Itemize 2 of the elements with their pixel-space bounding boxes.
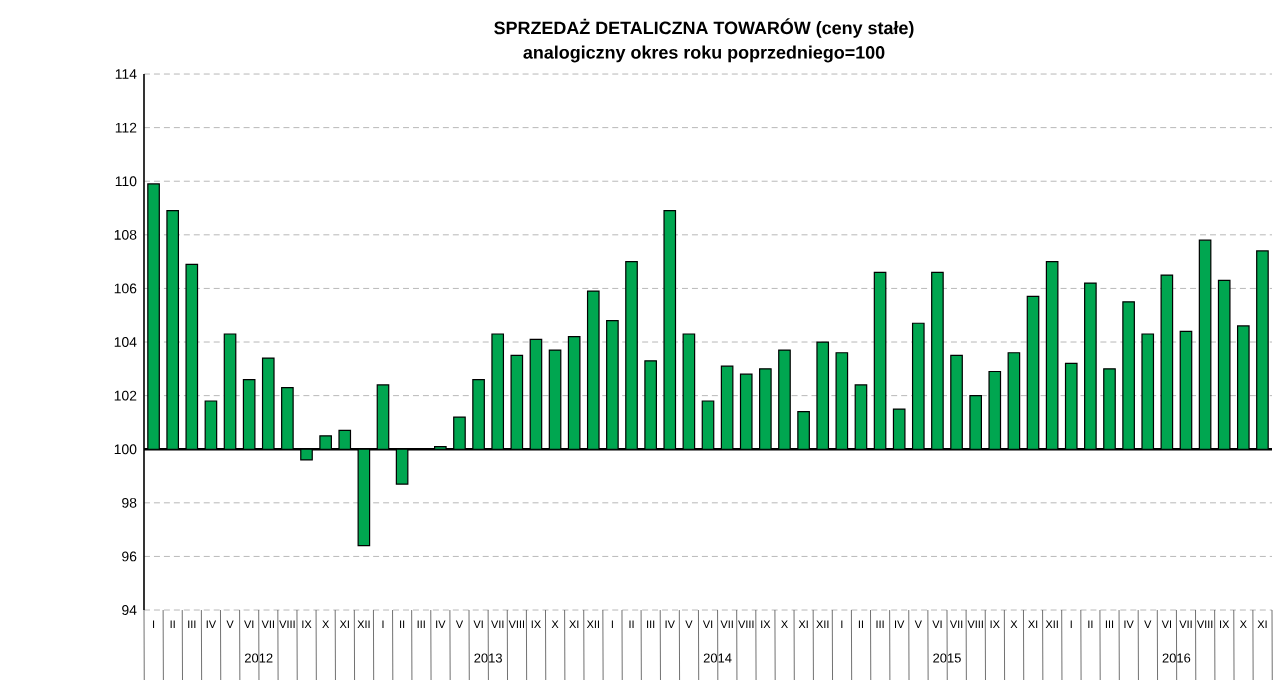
chart-subtitle: analogiczny okres roku poprzedniego=100 [523, 45, 885, 63]
chart-title: SPRZEDAŻ DETALICZNA TOWARÓW (ceny stałe) [494, 18, 914, 38]
